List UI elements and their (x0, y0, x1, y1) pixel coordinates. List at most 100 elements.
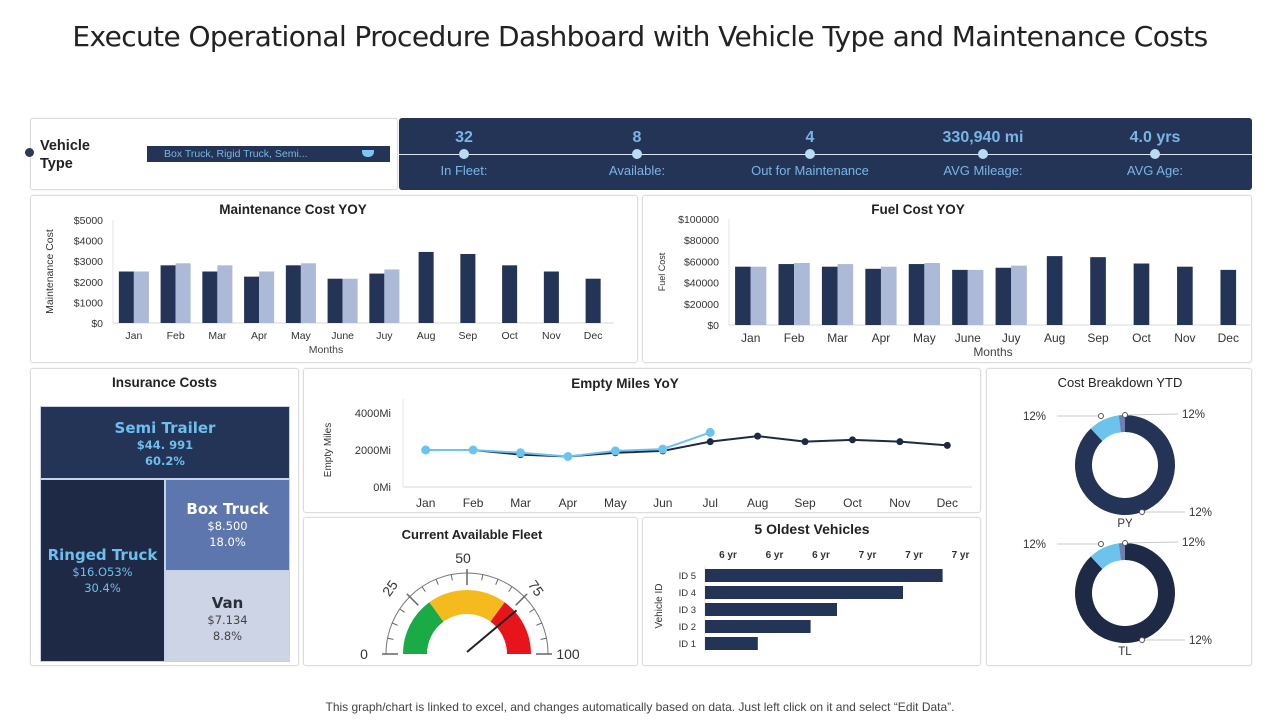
y-tick-label: $3000 (74, 256, 103, 268)
bar-previous-year (384, 269, 400, 323)
y-tick-label: $4000 (74, 236, 103, 248)
chevron-down-icon[interactable] (362, 150, 374, 157)
bar-current-year (1220, 269, 1237, 325)
y-tick-label: $1000 (74, 297, 103, 309)
insurance-costs-title: Insurance Costs (111, 375, 218, 390)
y-tick-label: $80000 (684, 235, 719, 247)
y-tick-label: ID 1 (679, 639, 696, 650)
treemap-van[interactable]: Van $7.134 8.8% (165, 571, 290, 662)
gauge-minor-tick (529, 608, 535, 613)
y-tick-label: 2000Mi (355, 445, 391, 457)
gauge-minor-tick (399, 608, 405, 613)
donut-percent-label: 12% (1189, 507, 1212, 519)
bar-current-year (1090, 257, 1106, 325)
bar-vehicle-age (705, 637, 758, 650)
x-tick-label: Juy (1002, 331, 1021, 345)
gauge-minor-tick (435, 578, 439, 585)
donut-percent-label: 12% (1182, 409, 1205, 421)
x-tick-label: Jul (703, 496, 718, 510)
bar-current-year (118, 271, 134, 323)
x-tick-label: Jan (741, 331, 760, 345)
x-tick-label: Mar (827, 331, 848, 345)
x-tick-label: 7 yr (859, 550, 877, 561)
x-tick-label: 6 yr (766, 550, 784, 561)
vehicle-type-dropdown[interactable]: Box Truck, Rigid Truck, Semi... (147, 146, 390, 162)
x-tick-label: Oct (501, 330, 517, 342)
bar-current-year (1133, 263, 1150, 325)
gauge-tick-label: 100 (556, 646, 580, 662)
kpi-timeline (399, 154, 1252, 155)
chart-title: Cost Breakdown YTD (1058, 375, 1183, 390)
bar-current-year (1046, 256, 1063, 325)
bar-current-year (502, 265, 518, 323)
bar-previous-year (750, 266, 767, 325)
point-previous-year (610, 446, 620, 456)
vehicle-type-label: Vehicle Type (40, 138, 90, 172)
y-axis-label: Maintenance Cost (44, 229, 56, 314)
chart-title: 5 Oldest Vehicles (754, 521, 869, 537)
bar-current-year (418, 251, 434, 323)
kpi-label: AVG Age: (1126, 163, 1184, 178)
gauge-minor-tick (421, 586, 426, 592)
kpi-dot (1150, 149, 1160, 159)
x-tick-label: Jan (416, 496, 435, 510)
gauge-tick-label: 25 (379, 577, 401, 599)
x-tick-label: Feb (784, 331, 805, 345)
x-axis-label: Months (973, 345, 1012, 359)
bar-previous-year (259, 271, 275, 323)
x-tick-label: Apr (872, 331, 891, 345)
y-tick-label: 4000Mi (355, 408, 391, 420)
treemap-ringed-truck[interactable]: Ringed Truck $16.O53% 30.4% (40, 479, 165, 662)
point-current-year (848, 436, 856, 444)
x-tick-label: Mar (208, 330, 227, 342)
point-previous-year (705, 427, 715, 437)
donut-slice (1090, 543, 1121, 569)
bar-current-year (735, 266, 751, 325)
leader-dot (1122, 412, 1128, 418)
maintenance-cost-chart: Maintenance Cost YOY $0 $1000 $2000 $3000 $40… (44, 202, 614, 356)
leader-dot (1139, 509, 1145, 515)
kpi-dot (632, 149, 642, 159)
point-current-year (801, 438, 809, 446)
oldest-vehicles-chart: 5 Oldest Vehicles 6 yr 6 yr 6 yr 7 yr 7 yr 7 y… (654, 521, 970, 653)
x-tick-label: 7 yr (952, 550, 970, 561)
line-current-year (425, 435, 948, 458)
bar-vehicle-age (705, 603, 837, 616)
chart-title: Fuel Cost YOY (871, 202, 965, 217)
gauge-tick-label: 0 (360, 646, 368, 662)
kpi-available: 8 Available: (552, 118, 722, 190)
kpi-avg-age: 4.0 yrs AVG Age: (1070, 118, 1240, 190)
x-tick-label: Jan (125, 330, 142, 342)
bullet-icon (25, 148, 34, 157)
point-previous-year (421, 445, 431, 455)
point-previous-year (516, 448, 526, 458)
y-tick-label: ID 2 (679, 622, 696, 633)
y-tick-label: ID 5 (679, 571, 696, 582)
bar-vehicle-age (705, 620, 811, 633)
gauge-major-tick (515, 593, 528, 606)
x-tick-label: Nov (542, 330, 561, 342)
donut-slice (1075, 543, 1175, 643)
x-tick-label: Aug (417, 330, 436, 342)
x-tick-label: Dec (1218, 331, 1239, 345)
x-tick-label: Jun (653, 496, 672, 510)
x-tick-label: Nov (889, 496, 910, 510)
treemap-semi-trailer[interactable]: Semi Trailer $44. 991 60.2% (40, 406, 290, 479)
kpi-value: 4.0 yrs (1129, 129, 1181, 146)
kpi-label: Out for Maintenance (751, 163, 869, 178)
kpi-label: In Fleet: (440, 163, 488, 178)
insurance-costs-panel: Insurance Costs Semi Trailer $44. 991 60… (30, 368, 299, 666)
bar-current-year (821, 266, 838, 325)
gauge-minor-tick (387, 637, 394, 640)
y-axis-label: Empty Miles (323, 423, 334, 477)
cost-breakdown-panel: Cost Breakdown YTD PY 12% 12% 12% TL 12% 12% 12% (986, 368, 1252, 666)
treemap-box-truck[interactable]: Box Truck $8.500 18.0% (165, 479, 290, 571)
bar-current-year (908, 264, 925, 325)
x-axis-label: Months (309, 344, 343, 356)
donut-name-label: PY (1117, 518, 1133, 530)
bar-current-year (995, 267, 1012, 325)
point-current-year (896, 438, 904, 446)
gauge-band-red (490, 602, 531, 654)
y-tick-label: $5000 (74, 215, 103, 227)
current-available-fleet-panel: Current Available Fleet 0 25 50 75 100 (303, 517, 638, 666)
